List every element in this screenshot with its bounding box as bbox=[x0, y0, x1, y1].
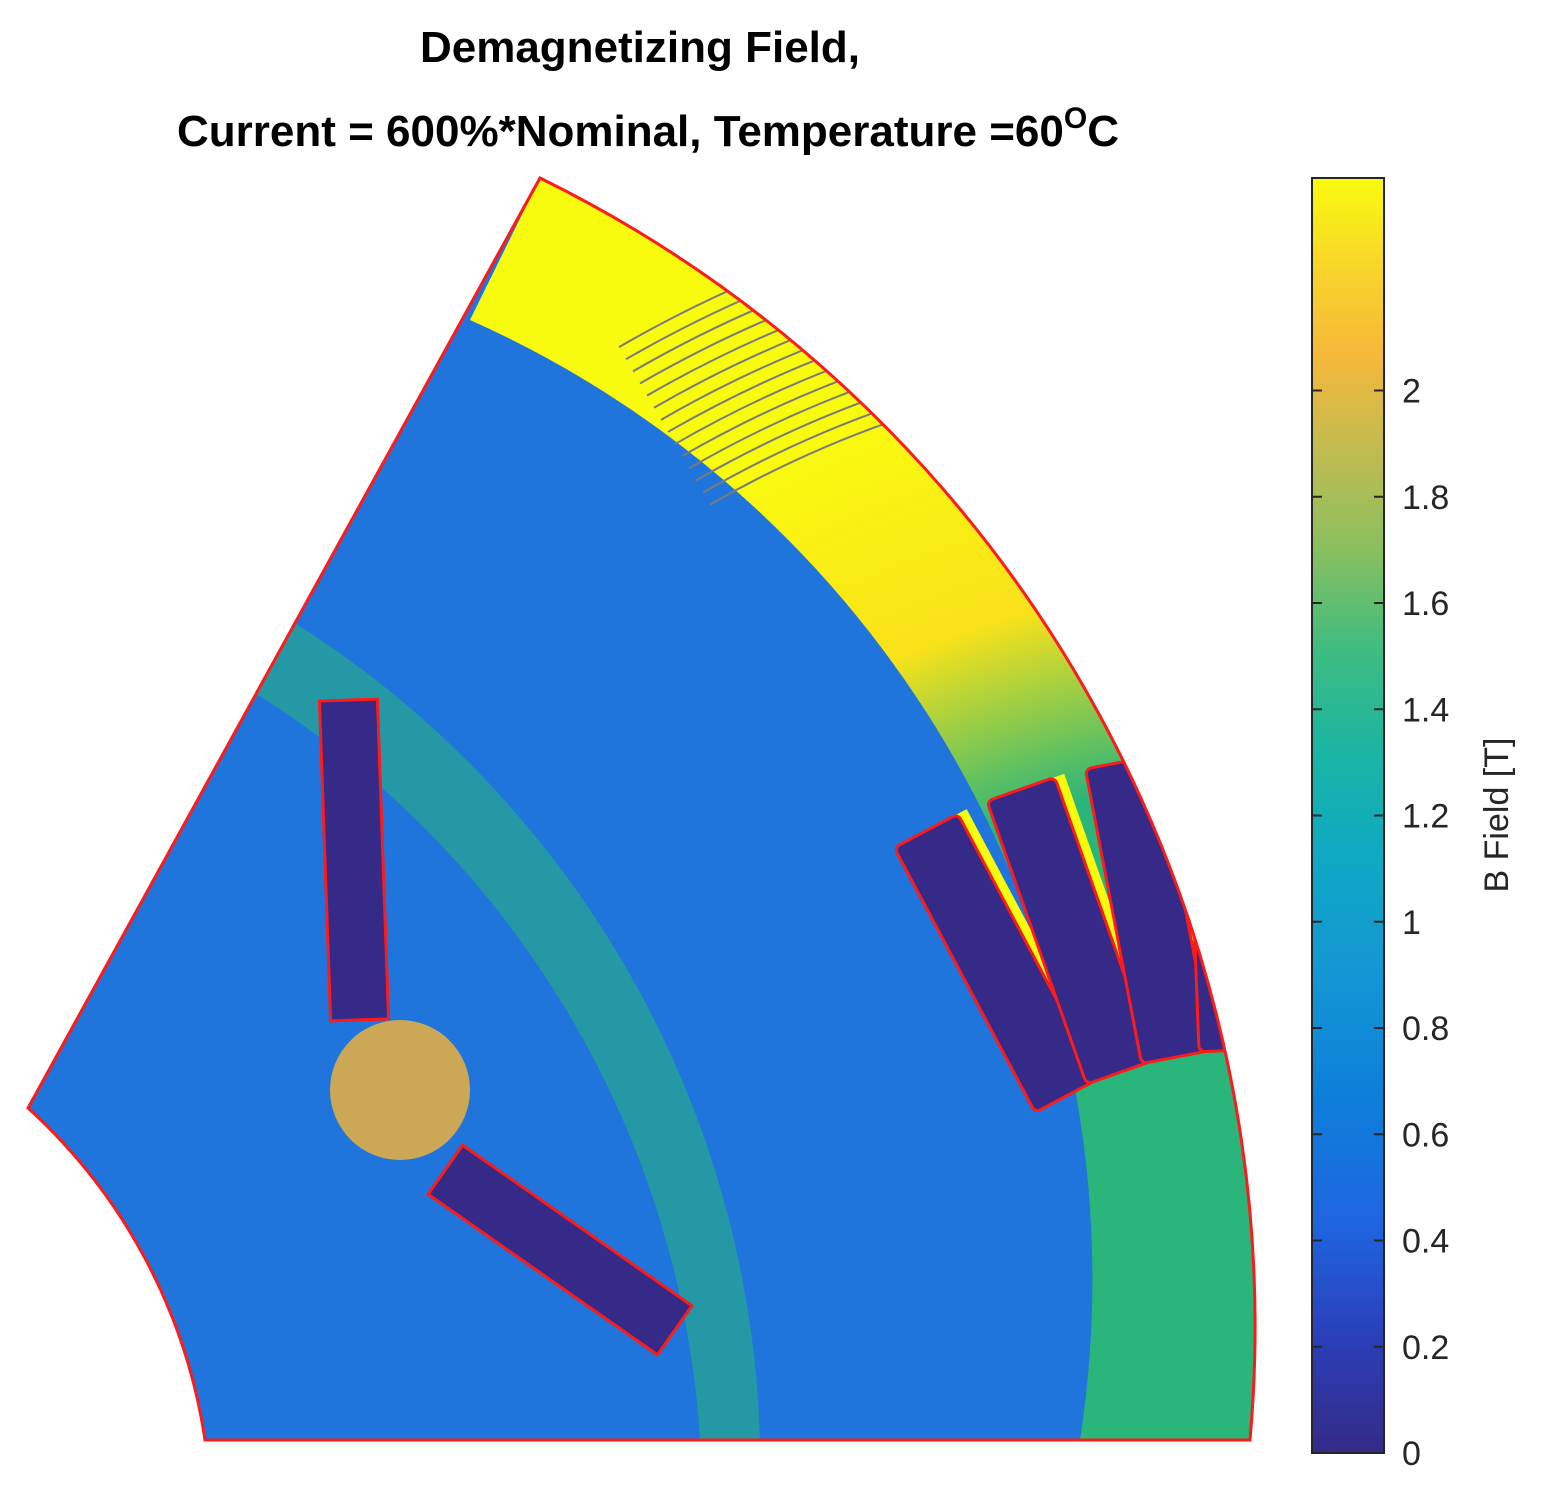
colorbar-tick-label: 0.2 bbox=[1402, 1329, 1449, 1367]
rotor-bridge-hotspot bbox=[330, 1020, 470, 1160]
colorbar-tick-label: 1 bbox=[1402, 904, 1421, 942]
title-unit: C bbox=[1087, 107, 1119, 156]
colorbar-tick-label: 1.2 bbox=[1402, 798, 1449, 836]
colorbar-label: B Field [T] bbox=[1478, 738, 1516, 893]
stator-slot bbox=[894, 814, 1099, 1112]
colorbar-tick-label: 1.4 bbox=[1402, 691, 1449, 729]
stator-slot bbox=[987, 777, 1155, 1084]
colorbar-ticks: 0 0.2 0.4 0.6 0.8 1 1.2 1.4 1.6 1.8 2 bbox=[1312, 373, 1449, 1473]
colorbar-tick-label: 0.6 bbox=[1402, 1116, 1449, 1154]
colorbar-tick-label: 0 bbox=[1402, 1435, 1421, 1473]
colorbar-tick-label: 2 bbox=[1402, 373, 1421, 411]
colorbar-tick-label: 0.8 bbox=[1402, 1010, 1449, 1048]
stator-tooth bbox=[1514, 926, 1555, 1175]
title-line2-prefix: Current = 600%*Nominal, Temperature =60 bbox=[177, 107, 1064, 156]
rotor-magnets bbox=[317, 697, 694, 1357]
rotor-magnet-diagonal bbox=[426, 1143, 694, 1357]
colorbar-tick-label: 1.8 bbox=[1402, 479, 1449, 517]
colorbar-tick-label: 1.6 bbox=[1402, 585, 1449, 623]
rotor-magnet-vertical bbox=[317, 697, 391, 1023]
stator-tooth bbox=[1468, 863, 1555, 1135]
title-degree-superscript: O bbox=[1064, 102, 1087, 135]
chart-title-line2: Current = 600%*Nominal, Temperature =60O… bbox=[177, 102, 1119, 156]
colorbar-gradient bbox=[1311, 177, 1385, 1454]
colorbar: 0 0.2 0.4 0.6 0.8 1 1.2 1.4 1.6 1.8 2 B Field [T] bbox=[1311, 177, 1516, 1473]
stator-slot bbox=[1373, 793, 1555, 1097]
domain-outline bbox=[26, 176, 1257, 1442]
stator-slot bbox=[1186, 747, 1256, 1053]
chart-title-line1: Demagnetizing Field, bbox=[420, 23, 860, 72]
colorbar-tick-label: 0.4 bbox=[1402, 1223, 1449, 1261]
stator-slot bbox=[1478, 894, 1555, 1168]
stator-tooth bbox=[1235, 748, 1256, 1050]
airgap-region bbox=[250, 620, 760, 1440]
